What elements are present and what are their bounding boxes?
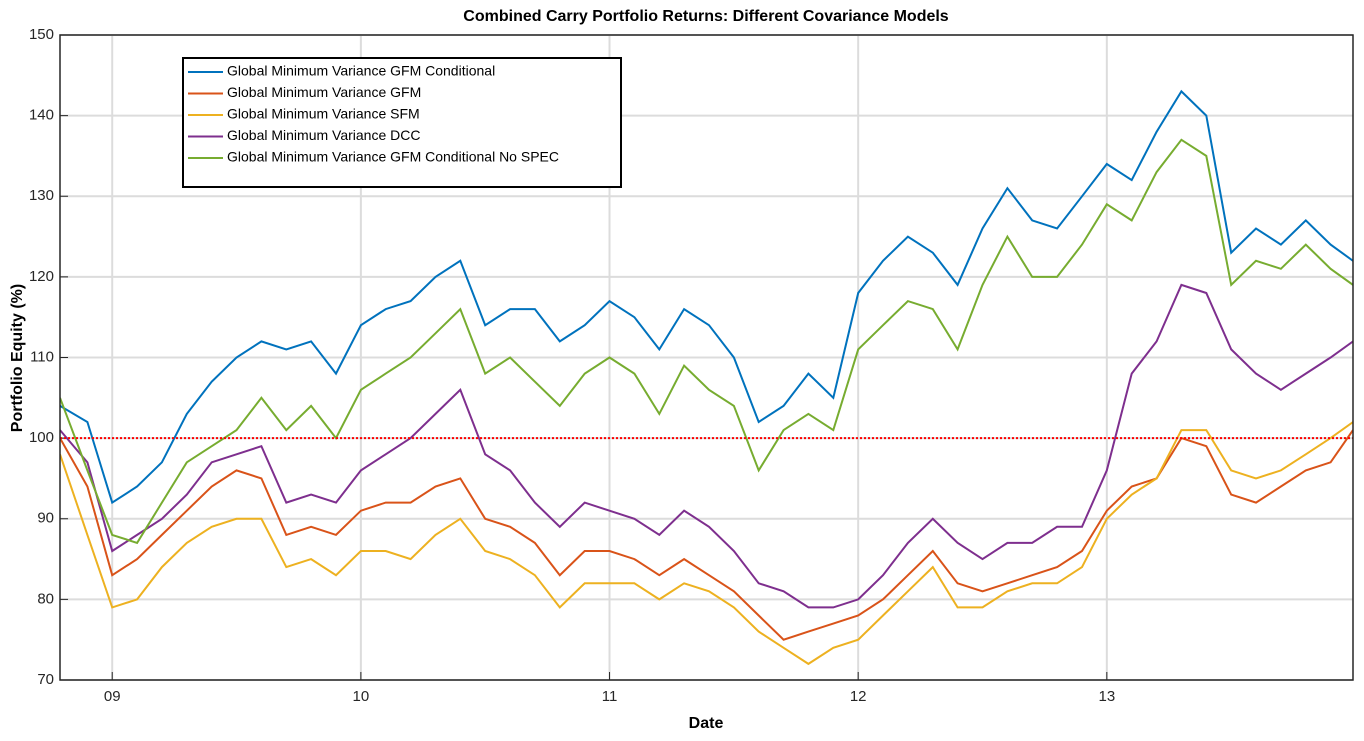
- y-tick-label: 100: [29, 429, 54, 446]
- x-axis-label: Date: [689, 715, 724, 732]
- x-tick-label: 09: [104, 688, 121, 705]
- y-tick-label: 140: [29, 107, 54, 124]
- legend-label: Global Minimum Variance SFM: [227, 106, 420, 122]
- y-tick-label: 110: [30, 348, 54, 365]
- legend-label: Global Minimum Variance GFM Conditional: [227, 63, 495, 79]
- series-line: [60, 283, 1353, 609]
- legend-label: Global Minimum Variance GFM: [227, 84, 421, 100]
- y-tick-label: 80: [37, 590, 54, 607]
- y-axis-label: Portfolio Equity (%): [9, 284, 26, 432]
- series-line: [60, 429, 1353, 641]
- series-line: [60, 89, 1353, 505]
- y-tick-label: 90: [37, 510, 54, 527]
- plot-frame: [59, 34, 1354, 681]
- chart-title: Combined Carry Portfolio Returns: Differ…: [463, 8, 949, 25]
- legend-label: Global Minimum Variance DCC: [227, 127, 420, 143]
- y-tick-label: 130: [29, 187, 54, 204]
- y-tick-label: 120: [29, 268, 54, 285]
- x-tick-label: 13: [1098, 688, 1115, 705]
- x-tick-label: 12: [850, 688, 867, 705]
- legend-box: [182, 57, 622, 188]
- series-line: [60, 421, 1353, 666]
- y-tick-label: 150: [29, 26, 54, 43]
- y-tick-label: 70: [37, 671, 54, 688]
- series-line: [60, 138, 1353, 545]
- legend-label: Global Minimum Variance GFM Conditional …: [227, 149, 559, 165]
- x-tick-label: 10: [353, 688, 370, 705]
- x-tick-label: 11: [602, 688, 618, 705]
